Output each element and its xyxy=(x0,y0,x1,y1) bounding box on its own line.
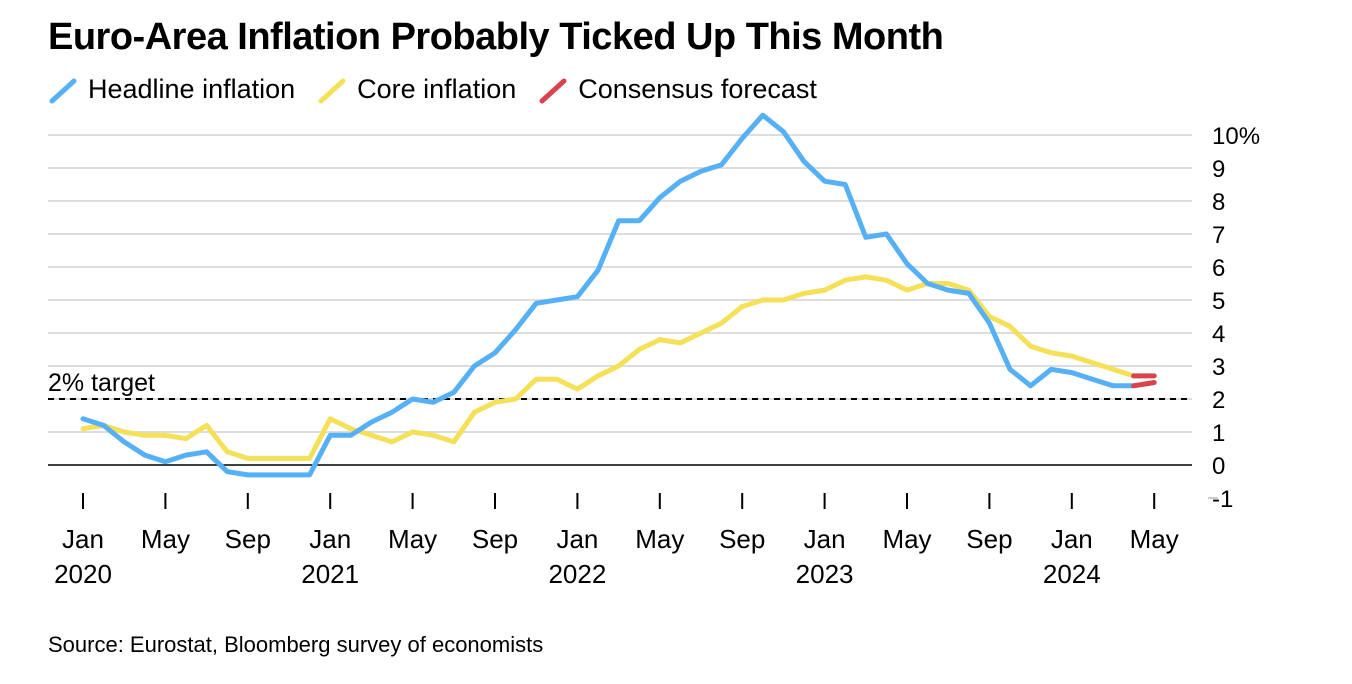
legend-item-forecast: Consensus forecast xyxy=(538,74,817,105)
chart-title: Euro-Area Inflation Probably Ticked Up T… xyxy=(48,16,944,58)
y-tick-label: 4 xyxy=(1212,321,1225,348)
legend-swatch-core-icon xyxy=(317,75,349,105)
y-tick-label: 8 xyxy=(1212,189,1225,216)
x-tick-label: Jan xyxy=(804,524,846,554)
legend-label-forecast: Consensus forecast xyxy=(578,74,817,104)
x-tick-label: Sep xyxy=(719,524,765,554)
legend-swatch-forecast-icon xyxy=(538,75,570,105)
x-tick-label: Sep xyxy=(472,524,518,554)
x-tick-label: Jan xyxy=(1051,524,1093,554)
x-tick-label: Jan xyxy=(309,524,351,554)
legend-swatch-headline-icon xyxy=(48,75,80,105)
y-tick-label: 6 xyxy=(1212,255,1225,282)
core-inflation-line xyxy=(80,274,1137,461)
y-tick-label: 9 xyxy=(1212,156,1225,183)
source-note: Source: Eurostat, Bloomberg survey of ec… xyxy=(48,632,544,657)
x-tick-year-label: 2020 xyxy=(54,559,112,589)
x-tick-label: May xyxy=(141,524,190,554)
y-tick-label: 3 xyxy=(1212,354,1225,381)
headline-inflation-line xyxy=(80,112,1137,478)
consensus-forecast-segment xyxy=(1131,380,1157,389)
x-tick-year-label: 2022 xyxy=(548,559,606,589)
legend-item-core: Core inflation xyxy=(317,74,516,105)
y-tick-label: -1 xyxy=(1212,486,1233,513)
x-tick-label: May xyxy=(882,524,931,554)
y-tick-label: 2 xyxy=(1212,387,1225,414)
x-tick-year-label: 2023 xyxy=(796,559,854,589)
x-tick-label: May xyxy=(1130,524,1179,554)
y-tick-label: 5 xyxy=(1212,288,1225,315)
x-tick-label: Jan xyxy=(556,524,598,554)
y-tick-label: 7 xyxy=(1212,222,1225,249)
y-tick-label: 1 xyxy=(1212,420,1225,447)
x-tick-label: Jan xyxy=(62,524,104,554)
x-tick-label: May xyxy=(388,524,437,554)
x-tick-label: May xyxy=(635,524,684,554)
x-tick-label: Sep xyxy=(966,524,1012,554)
x-tick-year-label: 2021 xyxy=(301,559,359,589)
x-tick-year-label: 2024 xyxy=(1043,559,1101,589)
y-tick-label: 10% xyxy=(1212,123,1260,150)
legend-label-headline: Headline inflation xyxy=(88,74,296,104)
x-tick-label: Sep xyxy=(225,524,271,554)
legend-label-core: Core inflation xyxy=(357,74,517,104)
target-line-label: 2% target xyxy=(48,369,155,397)
legend-item-headline: Headline inflation xyxy=(48,74,295,105)
y-tick-label: 0 xyxy=(1212,453,1225,480)
legend: Headline inflation Core inflation Consen… xyxy=(48,74,839,105)
